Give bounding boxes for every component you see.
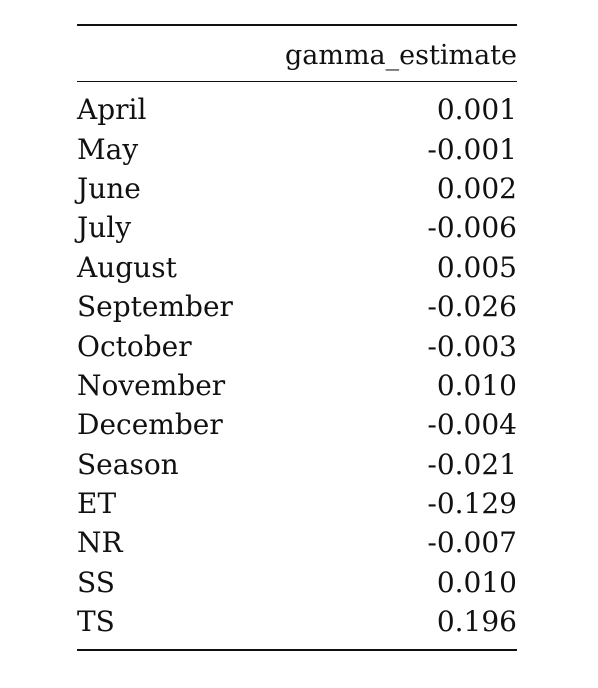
row-value: -0.003 bbox=[427, 329, 517, 363]
table-row: April 0.001 bbox=[77, 90, 517, 129]
row-value: -0.021 bbox=[427, 447, 517, 481]
row-label: June bbox=[77, 171, 141, 205]
table-row: Season -0.021 bbox=[77, 445, 517, 484]
table-row: June 0.002 bbox=[77, 169, 517, 208]
table-row: TS 0.196 bbox=[77, 602, 517, 641]
row-label: May bbox=[77, 132, 139, 166]
row-label: July bbox=[77, 211, 132, 245]
table-row: September -0.026 bbox=[77, 287, 517, 326]
row-value: 0.002 bbox=[436, 171, 517, 205]
row-value: 0.010 bbox=[436, 565, 517, 599]
row-label: Season bbox=[77, 447, 179, 481]
table-row: May -0.001 bbox=[77, 129, 517, 168]
row-value: -0.004 bbox=[427, 408, 517, 442]
row-label: April bbox=[77, 93, 147, 127]
row-value: 0.010 bbox=[436, 368, 517, 402]
row-label: SS bbox=[77, 565, 115, 599]
row-value: -0.026 bbox=[427, 290, 517, 324]
row-value: -0.001 bbox=[427, 132, 517, 166]
row-label: December bbox=[77, 408, 223, 442]
row-label: TS bbox=[77, 605, 115, 639]
row-label: October bbox=[77, 329, 192, 363]
row-value: -0.006 bbox=[427, 211, 517, 245]
table-row: July -0.006 bbox=[77, 208, 517, 247]
table-row: November 0.010 bbox=[77, 366, 517, 405]
row-label: ET bbox=[77, 487, 117, 521]
row-label: November bbox=[77, 368, 226, 402]
row-value: -0.129 bbox=[427, 487, 517, 521]
estimate-table: gamma_estimate April 0.001 May -0.001 Ju… bbox=[77, 24, 517, 652]
table-top-rule bbox=[77, 24, 517, 26]
table-header-row: gamma_estimate bbox=[77, 26, 517, 81]
table-header-rule bbox=[77, 81, 517, 82]
table-row: SS 0.010 bbox=[77, 563, 517, 602]
column-header-gamma-estimate: gamma_estimate bbox=[284, 40, 517, 71]
row-value: -0.007 bbox=[427, 526, 517, 560]
table-row: NR -0.007 bbox=[77, 523, 517, 562]
row-value: 0.196 bbox=[436, 605, 517, 639]
table-row: ET -0.129 bbox=[77, 484, 517, 523]
row-value: 0.005 bbox=[436, 250, 517, 284]
table-body: April 0.001 May -0.001 June 0.002 July -… bbox=[77, 82, 517, 649]
table-row: August 0.005 bbox=[77, 248, 517, 287]
table-bottom-rule bbox=[77, 649, 517, 652]
table-row: October -0.003 bbox=[77, 326, 517, 365]
row-value: 0.001 bbox=[436, 93, 517, 127]
row-label: August bbox=[77, 250, 177, 284]
row-label: September bbox=[77, 290, 233, 324]
table-row: December -0.004 bbox=[77, 405, 517, 444]
row-label: NR bbox=[77, 526, 123, 560]
